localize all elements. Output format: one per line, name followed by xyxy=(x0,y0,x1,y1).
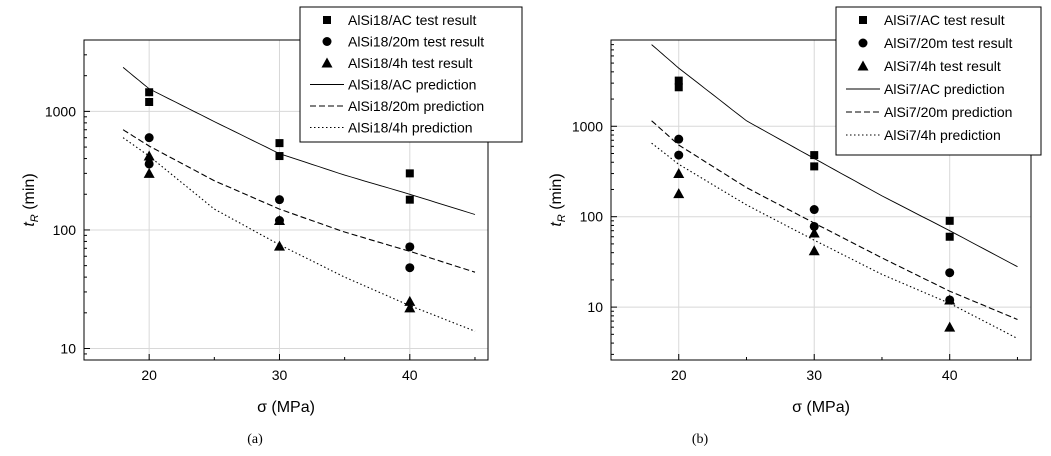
data-point-triangle xyxy=(273,215,285,226)
legend-entry-label: AlSi18/4h prediction xyxy=(348,120,473,136)
legend-entry-label: AlSi18/20m prediction xyxy=(348,98,484,114)
legend: AlSi18/AC test result AlSi18/20m test res… xyxy=(299,6,523,143)
data-point-triangle xyxy=(673,168,685,179)
y-axis-title-sub: R xyxy=(29,214,41,222)
y-axis-title-main: t xyxy=(548,222,565,227)
panel-b-caption: (b) xyxy=(692,432,709,447)
y-tick-label: 10 xyxy=(587,299,603,315)
x-tick-label: 20 xyxy=(671,367,687,383)
legend-marker-circle xyxy=(858,38,868,48)
x-tick-label: 30 xyxy=(806,367,822,383)
legend-marker-circle xyxy=(322,37,332,46)
data-point-circle xyxy=(274,195,284,205)
y-tick-label: 1000 xyxy=(572,118,603,134)
y-axis-title: tR (min) xyxy=(21,173,41,226)
data-point-square xyxy=(945,232,954,241)
data-point-triangle xyxy=(404,302,416,313)
legend-entry-label: AlSi18/20m test result xyxy=(348,34,484,50)
data-point-square xyxy=(405,169,414,178)
series-group xyxy=(651,44,1018,339)
data-point-circle xyxy=(405,263,415,273)
data-point-square xyxy=(145,88,154,97)
y-tick-label: 1000 xyxy=(45,103,76,119)
legend-entry-label: AlSi7/4h test result xyxy=(884,58,1001,74)
legend-box xyxy=(835,6,1042,156)
legend-marker-square xyxy=(859,16,867,24)
legend-entry-label: AlSi7/AC prediction xyxy=(884,81,1005,97)
data-point-square xyxy=(145,97,154,106)
legend-marker-square xyxy=(323,16,331,24)
data-point-circle xyxy=(144,133,154,143)
data-point-square xyxy=(810,151,819,160)
data-point-square xyxy=(275,139,284,148)
series-line-2 xyxy=(122,129,476,273)
data-point-triangle xyxy=(808,245,820,256)
y-tick-label: 100 xyxy=(580,209,604,225)
plot-frame xyxy=(83,39,489,361)
legend-entry-label: AlSi7/AC test result xyxy=(884,12,1005,28)
data-point-square xyxy=(674,83,683,92)
legend-entry-label: AlSi18/AC test result xyxy=(348,12,476,28)
data-point-circle xyxy=(809,205,819,215)
data-point-circle xyxy=(945,268,955,278)
data-point-circle xyxy=(809,221,819,231)
series-group xyxy=(122,67,476,332)
panel-a-chart: 20 30 40 10 100 1000 σ (MPa) tR (min) AlSi18/AC … xyxy=(21,6,523,416)
x-tick-label: 20 xyxy=(141,367,157,383)
data-point-square xyxy=(674,76,683,85)
data-point-triangle xyxy=(808,227,820,238)
data-point-circle xyxy=(674,134,684,144)
y-axis-title-unit: (min) xyxy=(548,173,565,214)
x-tick-label: 40 xyxy=(942,367,958,383)
data-point-circle xyxy=(405,242,415,252)
plot-frame xyxy=(610,39,1032,361)
data-point-triangle xyxy=(944,321,956,332)
data-point-square xyxy=(275,152,284,161)
legend: AlSi7/AC test result AlSi7/20m test resul… xyxy=(835,6,1042,156)
panel-a-caption: (a) xyxy=(247,432,263,447)
data-point-triangle xyxy=(273,240,285,251)
y-tick-label: 100 xyxy=(53,222,77,238)
legend-entry-label: AlSi18/AC prediction xyxy=(348,77,476,93)
data-point-triangle xyxy=(143,150,155,161)
data-point-square xyxy=(945,216,954,225)
data-point-square xyxy=(810,162,819,171)
y-axis-title-main: t xyxy=(21,222,38,227)
x-tick-label: 30 xyxy=(272,367,288,383)
legend-box xyxy=(299,6,523,143)
data-point-triangle xyxy=(143,167,155,178)
data-point-square xyxy=(405,195,414,204)
series-line-2 xyxy=(651,120,1018,321)
x-tick-label: 40 xyxy=(402,367,418,383)
legend-entry-label: AlSi18/4h test result xyxy=(348,55,473,71)
legend-marker-triangle xyxy=(857,60,869,71)
y-axis-title-unit: (min) xyxy=(21,173,38,214)
legend-marker-triangle xyxy=(321,57,333,68)
y-axis-title-sub: R xyxy=(556,214,568,222)
series-line-1 xyxy=(651,44,1018,268)
data-point-circle xyxy=(674,150,684,160)
x-axis-title: σ (MPa) xyxy=(792,399,850,416)
data-point-triangle xyxy=(673,188,685,199)
panel-b-chart: 20 30 40 10 100 1000 σ (MPa) tR (min) AlSi7/AC t… xyxy=(548,6,1042,416)
data-point-circle xyxy=(144,159,154,169)
data-point-triangle xyxy=(404,295,416,306)
series-line-1 xyxy=(122,67,476,215)
x-axis-title: σ (MPa) xyxy=(257,399,315,416)
y-axis-title: tR (min) xyxy=(548,173,568,226)
legend-entry-label: AlSi7/20m test result xyxy=(884,35,1012,51)
legend-entry-label: AlSi7/4h prediction xyxy=(884,127,1001,143)
y-tick-label: 10 xyxy=(60,341,76,357)
legend-entry-label: AlSi7/20m prediction xyxy=(884,104,1012,120)
